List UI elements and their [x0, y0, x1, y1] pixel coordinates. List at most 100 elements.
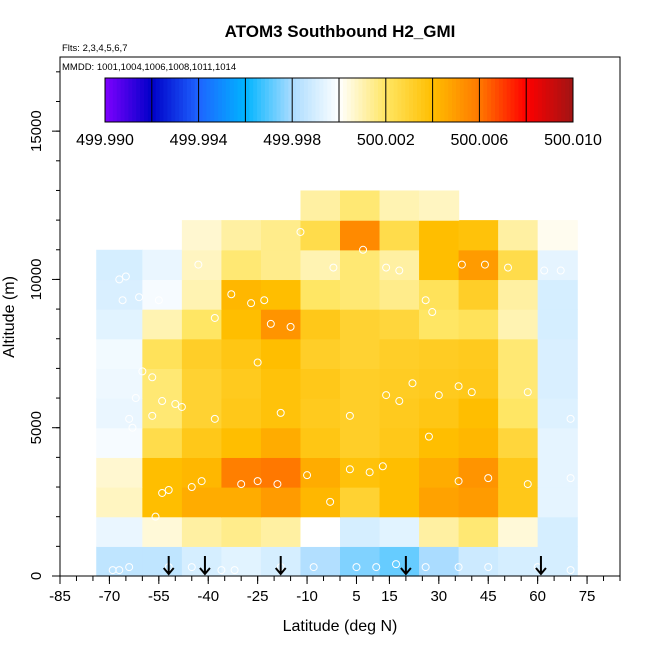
- heatmap-cell: [260, 516, 302, 547]
- colorbar-segment: [323, 78, 328, 122]
- colorbar-segment: [409, 78, 414, 122]
- observation-point: [148, 373, 157, 382]
- heatmap-cell: [340, 487, 381, 518]
- observation-point: [217, 566, 226, 575]
- heatmap-cell: [419, 309, 460, 340]
- y-tick-label: 0: [28, 572, 45, 580]
- colorbar-segment: [335, 78, 340, 122]
- colorbar-segment: [522, 78, 527, 122]
- flight-arrow: [162, 556, 175, 576]
- heatmap-cell: [300, 457, 341, 488]
- heatmap-cell: [340, 546, 381, 577]
- heatmap-cell: [300, 398, 341, 429]
- colorbar-segment: [498, 78, 504, 122]
- colorbar-segment: [280, 78, 285, 122]
- heatmap-cell: [458, 546, 499, 577]
- colorbar-segment: [245, 78, 250, 122]
- observation-point: [286, 322, 295, 331]
- heatmap-cell: [300, 279, 341, 310]
- colorbar-tick-label: 500.010: [544, 132, 602, 149]
- heatmap-cell: [498, 279, 539, 310]
- colorbar-tick-label: 499.998: [263, 132, 321, 149]
- colorbar-segment: [346, 78, 352, 122]
- colorbar-segment: [374, 78, 379, 122]
- colorbar-segment: [276, 78, 281, 122]
- observation-point: [151, 512, 160, 521]
- colorbar-segment: [452, 78, 457, 122]
- observation-point: [382, 391, 391, 400]
- colorbar-segment: [479, 78, 484, 122]
- colorbar-segment: [171, 78, 176, 122]
- observation-point: [171, 399, 180, 408]
- observation-point: [115, 275, 124, 284]
- colorbar-tick-label: 499.990: [76, 132, 134, 149]
- heatmap-cell: [221, 457, 262, 488]
- colorbar-segment: [132, 78, 137, 122]
- heatmap-cell: [221, 487, 262, 518]
- observation-point: [504, 263, 512, 272]
- colorbar-segment: [128, 78, 133, 122]
- heatmap-cell: [221, 546, 262, 577]
- heatmap-cell: [181, 457, 223, 488]
- colorbar-segment: [288, 78, 293, 122]
- colorbar-frame: [104, 77, 574, 123]
- colorbar-segment: [194, 78, 200, 122]
- colorbar-segment: [471, 78, 476, 122]
- colorbar-segment: [436, 78, 441, 122]
- colorbar-segment: [214, 78, 219, 122]
- colorbar-segment: [151, 78, 157, 122]
- colorbar-segment: [510, 78, 515, 122]
- colorbar-segment: [495, 78, 500, 122]
- observation-point: [372, 563, 381, 572]
- heatmap-cell: [537, 309, 578, 340]
- colorbar-segment: [463, 78, 469, 122]
- colorbar-segment: [183, 78, 188, 122]
- observation-point: [164, 485, 173, 494]
- heatmap-cell: [96, 338, 143, 369]
- observation-point: [395, 266, 404, 275]
- heatmap-cell: [340, 190, 381, 221]
- observation-point: [395, 397, 404, 406]
- heatmap-cell: [419, 368, 460, 399]
- colorbar-segment: [300, 78, 305, 122]
- heatmap-cell: [458, 338, 499, 369]
- colorbar-segment: [144, 78, 149, 122]
- heatmap-cell: [498, 338, 539, 369]
- heatmap-cell: [379, 516, 420, 547]
- heatmap-cell: [537, 457, 578, 488]
- x-tick-label: -40: [197, 588, 219, 605]
- observation-point: [359, 245, 368, 254]
- heatmap-cell: [419, 249, 460, 281]
- flight-arrow: [400, 556, 412, 576]
- flights-text: Flts: 2,3,4,5,6,7: [62, 43, 127, 54]
- heatmap-cell: [498, 427, 539, 458]
- colorbar-segment: [179, 78, 184, 122]
- heatmap-cell: [340, 398, 381, 429]
- heatmap-cell: [537, 249, 578, 281]
- heatmap-cell: [458, 398, 499, 429]
- colorbar-segment: [268, 78, 274, 122]
- colorbar-segment: [190, 78, 196, 122]
- heatmap-cell: [379, 309, 420, 340]
- heatmap-cell: [379, 220, 420, 251]
- observation-point: [253, 477, 262, 486]
- colorbar-segment: [432, 78, 437, 122]
- heatmap-cell: [458, 309, 499, 340]
- observation-point: [556, 266, 565, 275]
- colorbar-segment: [557, 78, 562, 122]
- heatmap-cell: [379, 487, 420, 518]
- heatmap-cell: [340, 249, 381, 281]
- colorbar-tick-label: 499.994: [170, 132, 228, 149]
- heatmap-cell: [419, 427, 460, 458]
- x-tick-label: 30: [430, 588, 447, 605]
- heatmap-cell: [419, 220, 460, 251]
- colorbar-segment: [303, 78, 309, 122]
- observation-point: [329, 263, 338, 272]
- heatmap-cell: [142, 338, 183, 369]
- heatmap-cell: [379, 279, 420, 310]
- colorbar-segment: [229, 78, 235, 122]
- observation-point: [326, 497, 335, 506]
- observation-point: [138, 367, 147, 376]
- heatmap-cell: [340, 427, 381, 458]
- observation-point: [237, 480, 246, 489]
